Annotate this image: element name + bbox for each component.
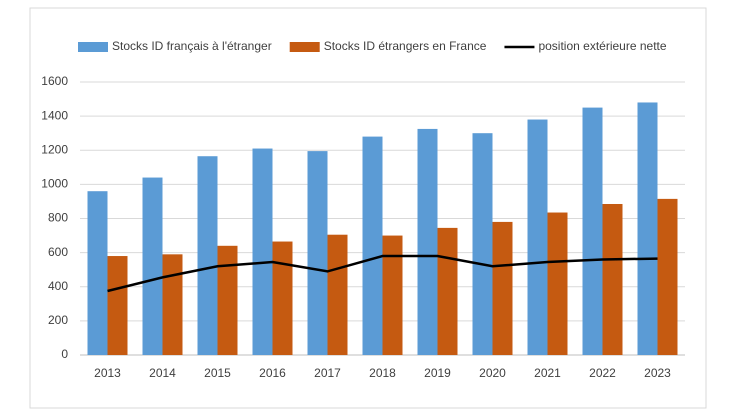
x-tick-label: 2013 bbox=[94, 366, 121, 380]
x-tick-label: 2020 bbox=[479, 366, 506, 380]
x-tick-label: 2022 bbox=[589, 366, 616, 380]
bar bbox=[472, 133, 493, 355]
bar bbox=[252, 148, 273, 355]
bar bbox=[582, 107, 603, 355]
y-tick-label: 0 bbox=[61, 347, 68, 361]
y-tick-label: 1000 bbox=[41, 177, 68, 191]
x-tick-label: 2023 bbox=[644, 366, 671, 380]
bar bbox=[437, 227, 458, 355]
bar bbox=[272, 241, 293, 355]
line bbox=[107, 254, 658, 293]
bar bbox=[362, 136, 383, 355]
bar bbox=[547, 212, 568, 355]
bar bbox=[142, 177, 163, 355]
x-tick-label: 2019 bbox=[424, 366, 451, 380]
y-tick-label: 1600 bbox=[41, 74, 68, 88]
legend-label: position extérieure nette bbox=[538, 39, 666, 53]
bar bbox=[602, 203, 623, 355]
y-tick-label: 1400 bbox=[41, 108, 68, 122]
x-tick-label: 2016 bbox=[259, 366, 286, 380]
legend-label: Stocks ID étrangers en France bbox=[324, 39, 487, 53]
bar bbox=[382, 235, 403, 355]
x-tick-label: 2017 bbox=[314, 366, 341, 380]
x-tick-label: 2021 bbox=[534, 366, 561, 380]
bar bbox=[657, 198, 678, 355]
legend-swatch bbox=[289, 42, 320, 52]
bar bbox=[87, 191, 108, 355]
y-tick-label: 1200 bbox=[41, 142, 68, 156]
legend-swatch bbox=[78, 42, 108, 52]
bar bbox=[492, 221, 513, 355]
legend-label: Stocks ID français à l'étranger bbox=[112, 39, 272, 53]
bar bbox=[307, 151, 328, 355]
x-tick-label: 2014 bbox=[149, 366, 176, 380]
bar bbox=[417, 128, 438, 355]
x-tick-label: 2018 bbox=[369, 366, 396, 380]
x-tick-label: 2015 bbox=[204, 366, 231, 380]
bar bbox=[217, 245, 238, 355]
y-tick-label: 400 bbox=[48, 279, 68, 293]
bar bbox=[107, 256, 128, 355]
bar bbox=[327, 234, 348, 355]
bar bbox=[197, 156, 218, 355]
bar bbox=[527, 119, 548, 355]
bar bbox=[162, 254, 183, 355]
y-tick-label: 200 bbox=[48, 313, 68, 327]
bar bbox=[637, 102, 658, 355]
y-tick-label: 600 bbox=[48, 245, 68, 259]
y-tick-label: 800 bbox=[48, 211, 68, 225]
